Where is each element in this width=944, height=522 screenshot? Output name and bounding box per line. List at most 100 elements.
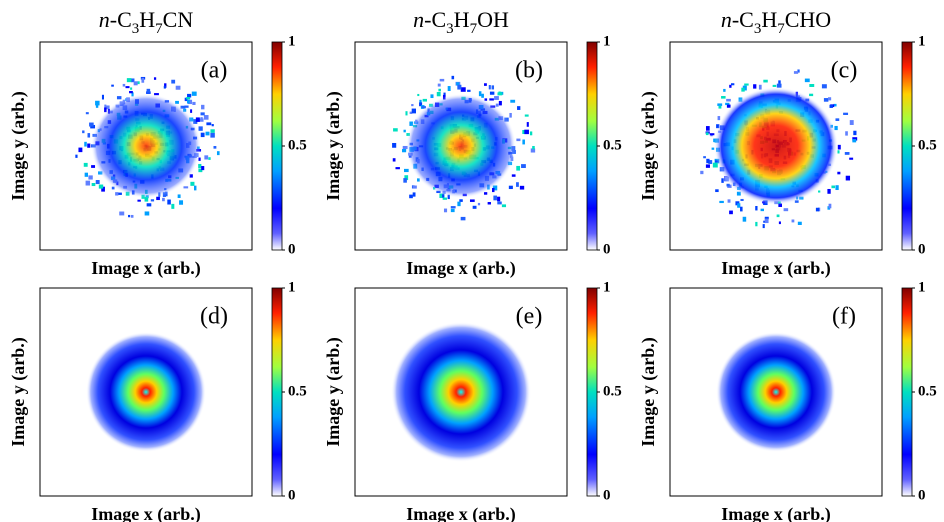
speckle — [772, 84, 777, 87]
speckle — [175, 100, 179, 104]
speckle — [194, 185, 197, 191]
speckle — [721, 96, 726, 99]
speckle — [843, 112, 849, 115]
speckle — [516, 165, 521, 171]
speckle — [125, 86, 130, 89]
speckle — [95, 104, 99, 108]
speckle — [744, 83, 749, 86]
speckle — [101, 94, 105, 100]
speckle — [519, 185, 525, 190]
speckle — [829, 104, 833, 108]
speckle — [412, 192, 416, 197]
speckle — [171, 79, 176, 84]
speckle — [797, 69, 800, 73]
speckle — [498, 100, 502, 106]
speckle — [753, 84, 757, 89]
intensity-rings — [391, 322, 531, 462]
speckle — [89, 122, 94, 127]
y-axis-label: Image y (arb.) — [323, 91, 344, 200]
speckle — [83, 162, 88, 167]
speckle — [201, 166, 205, 171]
speckle — [725, 102, 730, 106]
speckle — [717, 116, 721, 121]
colorbar-tick-label: 0 — [603, 241, 611, 257]
x-axis-label: Image x (arb.) — [91, 258, 200, 279]
speckle — [837, 144, 841, 150]
speckle — [516, 182, 519, 187]
speckle — [511, 174, 516, 177]
speckle — [213, 146, 217, 149]
x-axis-label: Image x (arb.) — [721, 258, 830, 279]
speckle — [84, 141, 87, 147]
speckle — [111, 186, 115, 190]
speckle — [845, 175, 851, 181]
speckle — [200, 112, 205, 116]
speckle — [126, 78, 132, 83]
speckle — [191, 91, 197, 96]
speckle — [762, 224, 765, 229]
speckle — [498, 91, 501, 95]
speckle — [115, 192, 119, 196]
speckle — [91, 165, 96, 168]
speckle — [204, 155, 209, 160]
speckle — [776, 214, 780, 218]
speckle — [522, 139, 525, 145]
intensity-rings — [716, 332, 836, 452]
speckle — [409, 194, 413, 199]
y-axis-label: Image y (arb.) — [638, 337, 659, 446]
speckle — [78, 147, 83, 153]
speckle — [116, 96, 122, 100]
plot-frame — [39, 287, 253, 497]
speckle — [85, 180, 91, 186]
speckle — [409, 121, 414, 126]
x-axis-label: Image x (arb.) — [721, 504, 830, 522]
speckle — [532, 145, 535, 150]
speckle — [778, 221, 781, 225]
speckle — [524, 114, 529, 117]
x-axis-label: Image x (arb.) — [91, 504, 200, 522]
plot-frame — [354, 287, 568, 497]
speckle — [729, 210, 733, 215]
speckle — [137, 199, 141, 202]
plot-frame — [354, 41, 568, 251]
speckle — [417, 93, 420, 97]
speckle — [494, 96, 499, 100]
speckle — [711, 147, 715, 150]
speckle — [146, 203, 152, 207]
speckle — [727, 199, 731, 203]
speckle — [516, 138, 521, 142]
speckle — [419, 99, 422, 105]
speckle — [852, 139, 857, 143]
speckle — [450, 206, 456, 209]
speckle — [821, 84, 827, 89]
speckle — [764, 218, 769, 224]
speckle — [131, 92, 134, 97]
speckle — [411, 108, 416, 114]
intensity-blob — [91, 93, 201, 199]
speckle — [84, 172, 89, 177]
speckle — [130, 87, 133, 90]
colorbar-tick-label: 0 — [288, 241, 296, 257]
y-axis-label: Image y (arb.) — [638, 91, 659, 200]
colorbar-tick-label: 1 — [918, 33, 926, 49]
speckle — [199, 118, 204, 122]
speckle — [845, 131, 848, 136]
colorbar — [271, 287, 283, 497]
speckle — [87, 143, 91, 148]
speckle — [189, 174, 193, 178]
speckle — [167, 199, 171, 205]
speckle — [128, 214, 131, 218]
speckle — [517, 106, 521, 110]
speckle — [403, 129, 406, 133]
speckle — [187, 99, 193, 105]
speckle — [417, 178, 420, 182]
speckle — [402, 145, 408, 150]
intensity-blob — [406, 93, 516, 199]
plot-frame — [39, 41, 253, 251]
speckle — [162, 197, 165, 202]
speckle — [122, 83, 126, 87]
speckle — [190, 181, 195, 186]
speckle — [91, 182, 96, 187]
speckle — [187, 93, 192, 98]
speckle — [111, 84, 114, 87]
